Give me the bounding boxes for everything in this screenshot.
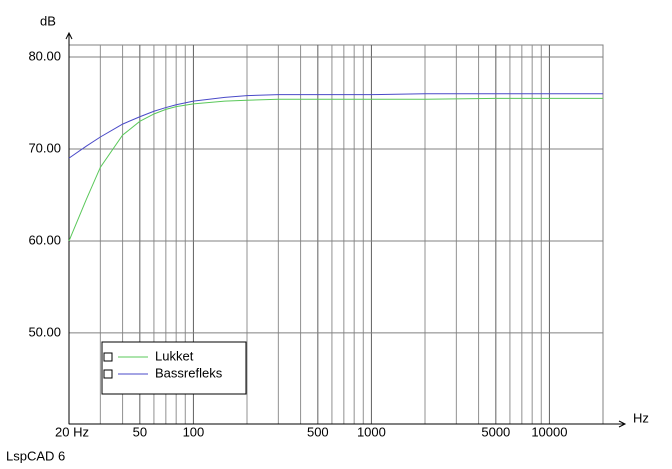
x-tick-label: 500 bbox=[307, 424, 329, 439]
x-tick-label: 100 bbox=[183, 424, 205, 439]
x-tick-label: 1000 bbox=[357, 424, 386, 439]
footer: LspCAD 6 bbox=[6, 448, 65, 463]
y-axis-arrow bbox=[65, 31, 73, 40]
x-tick-label: 10000 bbox=[531, 424, 567, 439]
series-line bbox=[68, 93, 603, 159]
legend-label: Lukket bbox=[155, 348, 194, 363]
y-axis-label: dB bbox=[40, 13, 56, 28]
y-tick-label: 50.00 bbox=[28, 324, 61, 339]
legend-checkbox bbox=[103, 352, 113, 362]
x-axis-arrow bbox=[618, 420, 627, 428]
legend-box bbox=[101, 341, 247, 395]
x-axis-label: Hz bbox=[633, 410, 649, 425]
x-tick-label: 50 bbox=[133, 424, 147, 439]
series-line bbox=[68, 97, 603, 242]
x-tick-label: 20 Hz bbox=[55, 424, 89, 439]
legend-label: Bassrefleks bbox=[155, 365, 223, 380]
y-tick-label: 70.00 bbox=[28, 140, 61, 155]
y-tick-label: 60.00 bbox=[28, 232, 61, 247]
y-tick-label: 80.00 bbox=[28, 48, 61, 63]
x-tick-label: 5000 bbox=[481, 424, 510, 439]
legend-checkbox bbox=[103, 369, 113, 379]
